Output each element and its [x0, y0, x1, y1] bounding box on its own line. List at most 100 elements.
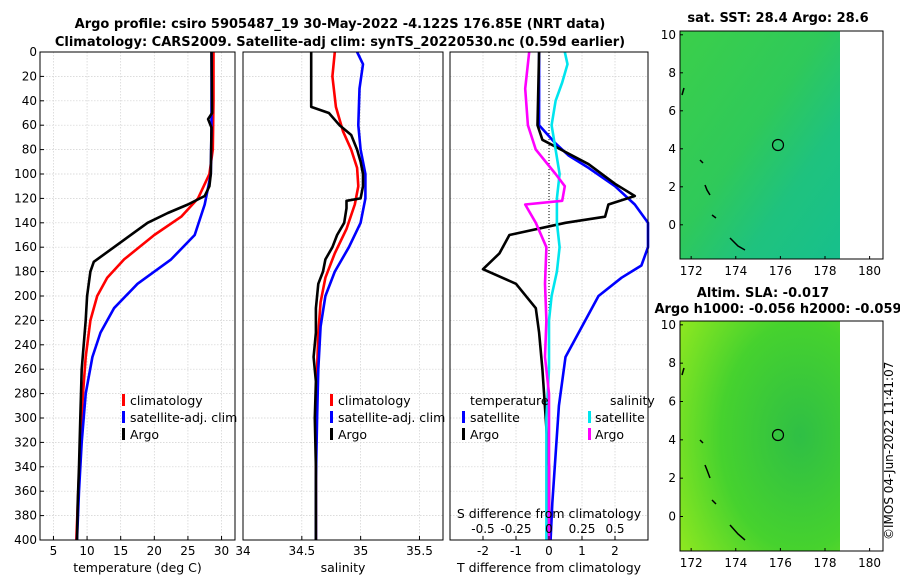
x-tick-label: 30	[214, 544, 229, 558]
x-axis-label: temperature (deg C)	[73, 560, 202, 575]
x-tick-label: 0	[545, 544, 553, 558]
legend-label-satellite-adj: satellite-adj. clim	[338, 410, 445, 425]
x-axis-label: T difference from climatology	[456, 560, 642, 575]
sla-map-field	[680, 321, 840, 551]
map-x-tick-label: 180	[858, 264, 881, 278]
map-x-tick-label: 178	[814, 264, 837, 278]
map-x-tick-label: 176	[769, 264, 792, 278]
plot-frame	[242, 51, 444, 541]
y-tick-label: 300	[14, 411, 37, 425]
sst-map-title: sat. SST: 28.4 Argo: 28.6	[687, 11, 868, 26]
map-x-tick-label: 172	[680, 556, 703, 570]
salinity-panel: 34 34.5 35 35.5 salinity	[235, 51, 444, 575]
sla-map-axes: 172 174 176 178 180 0 2 4 6 8 10	[661, 318, 881, 570]
map-y-tick-label: 6	[668, 104, 676, 118]
sla-map-coastline	[681, 367, 746, 541]
legend-swatch-climatology	[330, 394, 333, 406]
sla-argo-location-marker	[771, 428, 785, 442]
map-x-tick-label: 174	[724, 264, 747, 278]
y-tick-label: 360	[14, 484, 37, 498]
legend-label-climatology: climatology	[338, 393, 411, 408]
s-tick-label: 0.5	[605, 522, 624, 536]
legend-label-t-satellite: satellite	[470, 410, 520, 425]
y-tick-label: 40	[22, 94, 37, 108]
map-x-tick-label: 178	[814, 556, 837, 570]
y-tick-label: 100	[14, 167, 37, 181]
sst-map-coastline	[681, 87, 746, 251]
legend-title-temperature: temperature	[470, 393, 549, 408]
map-x-tick-label: 174	[724, 556, 747, 570]
y-tick-label: 140	[14, 216, 37, 230]
legend-swatch-s-argo	[588, 428, 591, 440]
s-tick-label: -0.25	[500, 522, 531, 536]
legend-title-salinity: salinity	[610, 393, 655, 408]
y-tick-label: 240	[14, 338, 37, 352]
x-tick-label: 10	[79, 544, 94, 558]
x-tick-label: 34	[235, 544, 250, 558]
map-y-tick-label: 2	[668, 180, 676, 194]
series-line-argo	[309, 52, 365, 540]
sla-map-blank	[840, 321, 883, 551]
map-y-tick-label: 0	[668, 510, 676, 524]
x-tick-label: 25	[180, 544, 195, 558]
y-tick-label: 260	[14, 362, 37, 376]
y-tick-label: 220	[14, 313, 37, 327]
y-tick-label: 340	[14, 460, 37, 474]
legend-swatch-t-argo	[462, 428, 465, 440]
y-tick-label: 120	[14, 191, 37, 205]
x-tick-label: 2	[611, 544, 619, 558]
y-tick-label: 400	[14, 533, 37, 547]
x-tick-label: 35.5	[406, 544, 433, 558]
x-tick-label: 20	[147, 544, 162, 558]
legend-swatch-argo	[122, 428, 125, 440]
x-tick-label: 15	[113, 544, 128, 558]
y-tick-label: 0	[29, 45, 37, 59]
legend-label-s-satellite: satellite	[595, 410, 645, 425]
y-tick-label: 80	[22, 143, 37, 157]
x-tick-label: 1	[578, 544, 586, 558]
s-difference-ticks: -0.5 -0.25 0 0.25 0.5	[471, 522, 624, 536]
map-y-tick-label: 0	[668, 218, 676, 232]
sla-map-frame	[679, 320, 884, 552]
map-y-tick-label: 2	[668, 471, 676, 485]
y-tick-label: 280	[14, 387, 37, 401]
x-tick-label: -2	[477, 544, 489, 558]
figure-title-line1: Argo profile: csiro 5905487_19 30-May-20…	[75, 17, 606, 32]
series-line-s-satellite	[545, 51, 569, 540]
y-tick-label: 380	[14, 509, 37, 523]
legend-swatch-argo	[330, 428, 333, 440]
map-x-tick-label: 176	[769, 556, 792, 570]
sst-map-field	[680, 31, 840, 259]
sst-map-axes: 172 174 176 178 180 0 2 4 6 8 10	[661, 28, 881, 278]
legend-label-satellite-adj: satellite-adj. clim	[130, 410, 237, 425]
legend-swatch-satellite-adj	[330, 411, 333, 423]
map-y-tick-label: 4	[668, 433, 676, 447]
x-axis-label: salinity	[321, 560, 366, 575]
sla-map: Altim. SLA: -0.017 Argo h1000: -0.056 h2…	[654, 286, 900, 570]
temperature-panel: 5 10 15 20 25 30 temperature (deg C) 0 20 40 60 80 1…	[14, 45, 236, 575]
figure-title-line2: Climatology: CARS2009. Satellite-adj cli…	[55, 35, 625, 50]
legend-label-argo: Argo	[130, 427, 159, 442]
map-x-tick-label: 172	[680, 264, 703, 278]
legend-label-argo: Argo	[338, 427, 367, 442]
x-tick-label: -1	[510, 544, 522, 558]
map-y-tick-label: 8	[668, 66, 676, 80]
sst-map-frame	[679, 30, 884, 260]
sla-map-title: Altim. SLA: -0.017	[697, 286, 829, 301]
y-tick-label: 200	[14, 289, 37, 303]
x-tick-label: 35	[353, 544, 368, 558]
y-tick-label: 160	[14, 240, 37, 254]
map-y-tick-label: 8	[668, 356, 676, 370]
sla-map-subtitle: Argo h1000: -0.056 h2000: -0.059	[654, 302, 900, 317]
sst-map: sat. SST: 28.4 Argo: 28.6 172 174 176 178 18…	[661, 11, 884, 278]
y-tick-label: 20	[22, 69, 37, 83]
s-difference-label: S difference from climatology	[457, 506, 642, 521]
difference-legend: temperature salinity satellite Argo sate…	[462, 393, 655, 442]
s-tick-label: 0	[545, 522, 553, 536]
legend-label-climatology: climatology	[130, 393, 203, 408]
legend-swatch-t-satellite	[462, 411, 465, 423]
map-y-tick-label: 6	[668, 395, 676, 409]
x-tick-label: 34.5	[288, 544, 315, 558]
legend-label-s-argo: Argo	[595, 427, 624, 442]
imos-credit: ©IMOS 04-Jun-2022 11:41:07	[882, 362, 896, 540]
